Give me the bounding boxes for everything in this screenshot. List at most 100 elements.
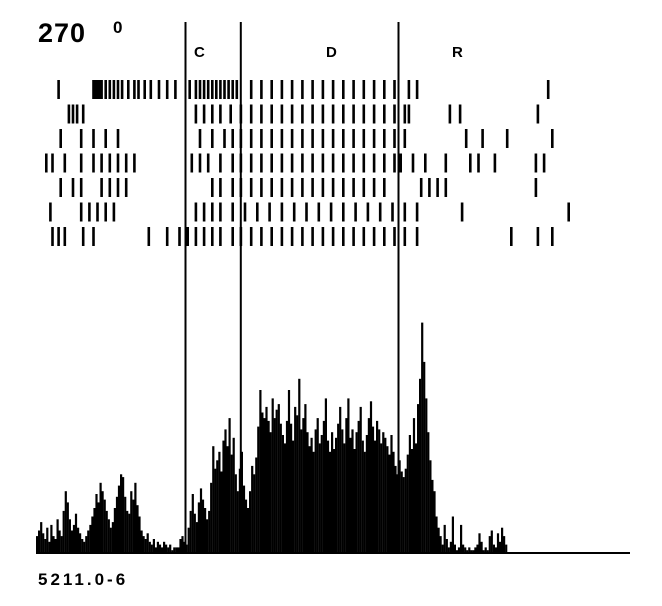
raster-spike-tick [393, 153, 396, 173]
raster-spike-tick [311, 227, 314, 246]
histogram-bin [457, 547, 461, 553]
raster-spike-tick [260, 129, 263, 148]
raster-spike-tick [411, 153, 415, 173]
raster-spike-tick [321, 104, 325, 124]
histogram-bin [306, 432, 309, 553]
histogram-bin [64, 491, 67, 553]
raster-spike-tick [407, 80, 411, 99]
raster-spike-tick [292, 202, 296, 222]
raster-spike-tick [391, 202, 394, 222]
raster-spike-tick [81, 104, 85, 124]
raster-spike-tick [505, 129, 509, 148]
histogram-bin [146, 533, 149, 553]
histogram-bin [392, 451, 395, 553]
raster-spike-tick [403, 129, 407, 148]
histogram-bin [494, 547, 497, 553]
raster-spike-tick [202, 104, 206, 124]
histogram-bin [412, 418, 416, 553]
raster-spike-tick [51, 227, 54, 246]
event-label-d: D [326, 44, 337, 61]
histogram-bin [501, 527, 504, 553]
histogram-bin [144, 539, 147, 553]
histogram-bin [316, 418, 319, 553]
histogram-bin [70, 530, 73, 553]
raster-spike-tick [270, 178, 273, 197]
histogram-bin [201, 499, 205, 553]
raster-spike-tick [290, 178, 294, 197]
raster-spike-tick [354, 202, 357, 222]
histogram-bin [435, 516, 438, 553]
stimulus-direction-label: 270 [38, 18, 87, 48]
raster-spike-tick [270, 104, 273, 124]
raster-spike-tick [352, 80, 355, 99]
raster-spike-tick [383, 227, 386, 246]
record-code-label: 5211.0-6 [38, 570, 129, 589]
raster-spike-tick [256, 202, 259, 222]
histogram-bin [42, 533, 45, 553]
raster-spike-tick [67, 104, 71, 124]
histogram-bin [136, 505, 139, 553]
histogram-bin [169, 544, 172, 553]
histogram-bin [197, 502, 200, 553]
histogram-bin [103, 499, 106, 553]
histogram-bin [128, 513, 131, 553]
histogram-bin [337, 423, 340, 553]
raster-spike-tick [536, 227, 540, 246]
histogram-bin [447, 547, 450, 553]
raster-spike-tick [49, 202, 52, 222]
histogram-bin [232, 437, 235, 553]
raster-spike-tick [352, 227, 355, 246]
histogram-bin [363, 451, 366, 553]
raster-spike-tick [94, 80, 97, 99]
histogram-bin [335, 437, 338, 553]
histogram-bin [167, 547, 170, 553]
histogram-bin [488, 536, 491, 553]
raster-spike-tick [301, 153, 304, 173]
histogram-bin [296, 415, 299, 553]
raster-spike-tick [551, 129, 554, 148]
histogram-bin [308, 446, 311, 553]
raster-spike-tick [393, 104, 396, 124]
raster-spike-tick [108, 178, 112, 197]
histogram-bin [353, 449, 356, 553]
histogram-bin [48, 541, 51, 553]
histogram-bin [417, 404, 420, 553]
histogram-bin [79, 533, 82, 553]
raster-spike-tick [194, 104, 198, 124]
histogram-bin [72, 524, 76, 553]
raster-spike-tick [96, 80, 99, 99]
raster-spike-tick [188, 80, 191, 99]
histogram-bin [156, 541, 159, 553]
histogram-bin [185, 544, 188, 553]
raster-spike-tick [249, 129, 253, 148]
raster-spike-tick [477, 153, 480, 173]
raster-spike-tick [270, 129, 273, 148]
raster-spike-tick [301, 178, 304, 197]
histogram-bin [408, 435, 411, 553]
histogram-bin [345, 418, 348, 553]
histogram-bin [187, 527, 190, 553]
raster-spike-tick [290, 227, 294, 246]
raster-spike-tick [79, 202, 83, 222]
histogram-bin [455, 550, 459, 553]
raster-spike-tick [260, 227, 263, 246]
histogram-bin [210, 482, 213, 554]
histogram-bin [81, 539, 84, 553]
raster-spike-tick [407, 104, 411, 124]
raster-spike-tick [249, 153, 253, 173]
raster-spike-tick [546, 80, 550, 99]
histogram-bin [101, 491, 104, 553]
histogram-bin [369, 401, 373, 553]
raster-spike-tick [108, 153, 112, 173]
raster-spike-tick [98, 80, 101, 99]
raster-spike-tick [96, 202, 99, 222]
raster-spike-tick [290, 104, 294, 124]
histogram-bin [255, 457, 258, 553]
raster-spike-tick [331, 178, 335, 197]
raster-spike-tick [383, 178, 386, 197]
raster-spike-tick [362, 104, 366, 124]
raster-spike-tick [104, 202, 107, 222]
raster-spike-tick [331, 227, 335, 246]
histogram-bin [464, 547, 467, 553]
raster-spike-tick [419, 178, 423, 197]
